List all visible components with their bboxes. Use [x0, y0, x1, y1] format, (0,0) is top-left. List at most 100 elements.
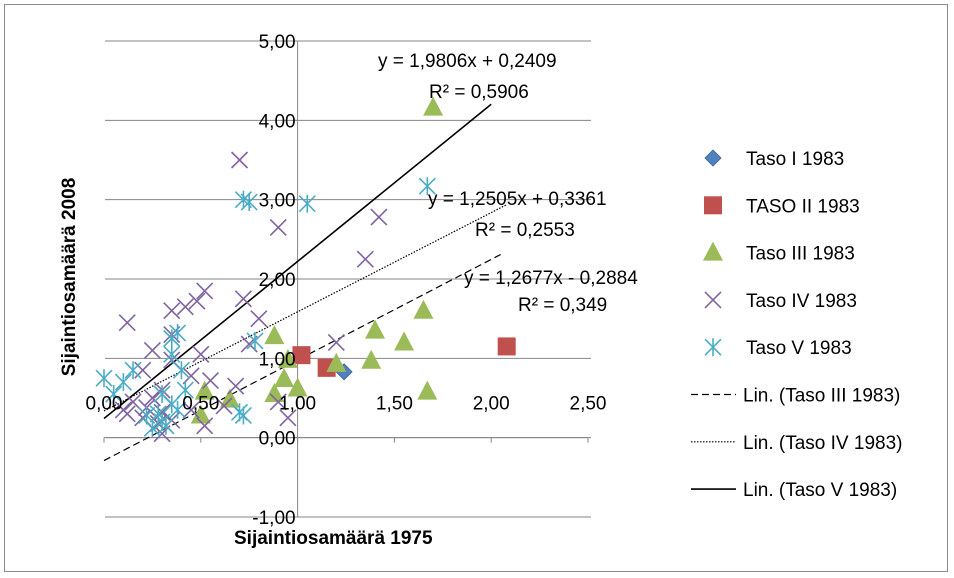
x-stroke — [182, 401, 200, 419]
x-stroke — [114, 401, 132, 419]
data-point-x — [188, 292, 206, 310]
data-point-asterisk — [240, 193, 258, 212]
x-stroke — [118, 314, 136, 332]
x-tick-label: 1,50 — [376, 394, 413, 415]
data-point-x — [134, 361, 152, 379]
y-tick-label: 0,00 — [259, 429, 296, 450]
x-stroke — [704, 291, 722, 309]
data-point-asterisk — [114, 373, 132, 392]
data-point-triangle — [326, 352, 347, 372]
data-point-asterisk — [246, 331, 264, 350]
data-point-triangle — [365, 319, 386, 339]
data-point-x — [182, 401, 200, 419]
data-point-triangle — [264, 325, 285, 345]
data-point-x — [269, 218, 287, 236]
data-point-x — [124, 393, 142, 411]
data-point-triangle — [423, 96, 444, 116]
trendline-equation: y = 1,2677x - 0,2884 — [464, 268, 638, 289]
x-stroke — [134, 409, 152, 427]
x-stroke — [153, 403, 171, 421]
data-point-asterisk — [163, 329, 181, 348]
data-point-x — [269, 393, 287, 411]
data-points — [95, 96, 516, 443]
data-point-triangle — [264, 383, 285, 403]
x-stroke — [188, 292, 206, 310]
x-tick-label: 2,00 — [473, 394, 510, 415]
legend-label: TASO II 1983 — [746, 196, 860, 217]
data-point-x — [163, 302, 181, 320]
legend-label: Taso IV 1983 — [746, 291, 857, 312]
trendline — [103, 103, 492, 420]
data-point-x — [370, 208, 388, 226]
x-tick-label: 0,00 — [86, 394, 123, 415]
trendline-equation: y = 1,2505x + 0,3361 — [428, 189, 607, 210]
x-axis-title: Sijaintiosamäärä 1975 — [234, 528, 433, 549]
data-point-x — [153, 403, 171, 421]
y-tick-label: -1,00 — [252, 508, 295, 529]
data-point-x — [356, 250, 374, 268]
legend-label: Taso V 1983 — [746, 338, 852, 359]
data-point-x — [215, 397, 233, 415]
x-tick-label: 0,50 — [182, 394, 219, 415]
x-stroke — [234, 290, 252, 308]
data-point-x — [227, 377, 245, 395]
data-point-x — [234, 290, 252, 308]
trendline-equations: y = 1,2677x - 0,2884 R² = 0,349 y = 1,2505… — [378, 51, 638, 316]
data-point-x — [118, 314, 136, 332]
x-stroke — [143, 389, 161, 407]
x-stroke — [153, 425, 171, 443]
x-stroke — [124, 393, 142, 411]
trendline-r2: R² = 0,349 — [518, 295, 607, 316]
data-point-square — [292, 346, 311, 365]
y-tick-label: 5,00 — [259, 32, 296, 53]
data-point-triangle — [361, 349, 382, 369]
x-stroke — [269, 218, 287, 236]
data-point-x — [192, 345, 210, 363]
data-point-asterisk — [234, 406, 252, 425]
x-stroke — [196, 417, 214, 435]
data-point-x — [230, 151, 249, 169]
legend-label: Taso III 1983 — [746, 244, 855, 265]
x-stroke — [176, 298, 194, 316]
x-stroke — [201, 371, 220, 390]
data-point-x — [279, 409, 297, 427]
data-point-triangle — [274, 367, 295, 387]
x-stroke — [230, 151, 249, 169]
tick-labels: 0,00 0,50 1,00 1,50 2,00 2,50 -1,00 0,00 1,00 2,0… — [86, 32, 607, 529]
y-tick-label: 2,00 — [259, 270, 296, 291]
data-point-x — [114, 401, 132, 419]
x-stroke — [163, 302, 181, 320]
x-stroke — [250, 310, 268, 328]
trendline-r2: R² = 0,5906 — [429, 82, 529, 103]
legend: Taso I 1983 TASO II 1983 Taso III 1983 Taso… — [691, 149, 902, 501]
data-point-asterisk — [169, 400, 187, 419]
trendline-r2: R² = 0,2553 — [475, 220, 575, 241]
data-point-triangle — [394, 331, 415, 351]
data-point-asterisk — [172, 361, 191, 380]
data-point-x — [704, 291, 722, 309]
x-stroke — [196, 282, 214, 300]
x-stroke — [215, 397, 233, 415]
data-point-x — [196, 417, 214, 435]
data-point-asterisk — [157, 416, 175, 435]
data-point-asterisk — [163, 345, 181, 364]
data-point-triangle — [413, 299, 434, 319]
data-point-triangle — [194, 380, 215, 400]
y-tick-label: 4,00 — [259, 111, 296, 132]
legend-label: Lin. (Taso V 1983) — [743, 480, 897, 501]
y-tick-label: 3,00 — [259, 191, 296, 212]
data-point-asterisk — [176, 381, 194, 400]
data-point-triangle — [287, 377, 308, 397]
x-stroke — [143, 341, 161, 359]
data-point-triangle — [417, 380, 438, 400]
x-tick-label: 2,50 — [570, 394, 607, 415]
data-point-x — [196, 282, 214, 300]
x-stroke — [356, 250, 374, 268]
data-point-asterisk — [124, 361, 142, 380]
chart-frame: 0,00 0,50 1,00 1,50 2,00 2,50 -1,00 0,00 1,00 2,0… — [4, 4, 948, 572]
data-point-x — [201, 371, 220, 390]
data-point-asterisk — [704, 338, 722, 357]
trendline — [103, 204, 507, 412]
scatter-chart: 0,00 0,50 1,00 1,50 2,00 2,50 -1,00 0,00 1,00 2,0… — [59, 32, 902, 549]
x-stroke — [192, 345, 210, 363]
